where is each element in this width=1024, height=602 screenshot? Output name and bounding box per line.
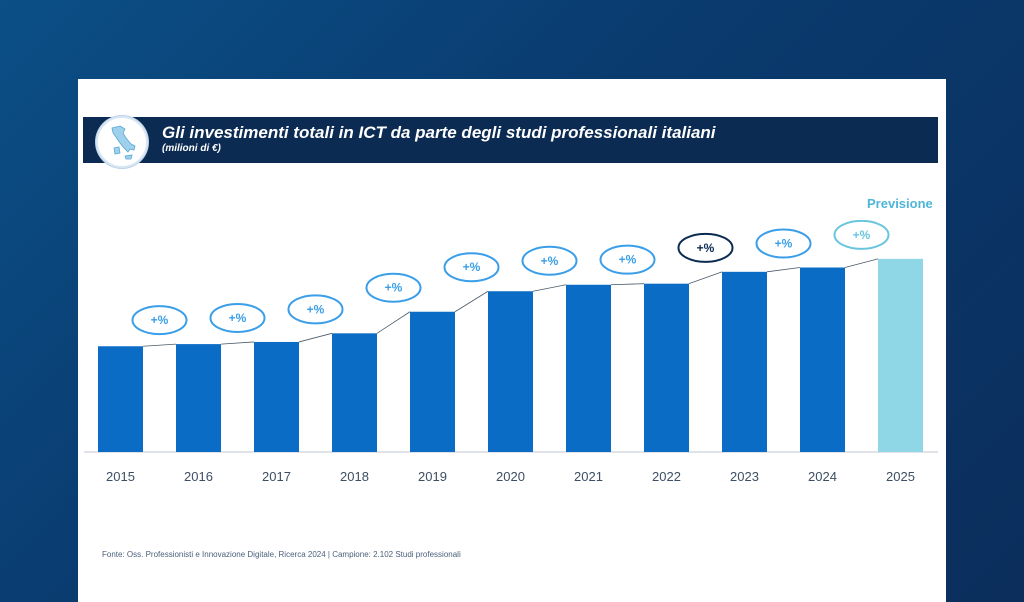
growth-label-2018: +%: [307, 302, 325, 316]
x-tick-label: 2024: [808, 469, 837, 484]
x-tick-label: 2023: [730, 469, 759, 484]
connector-line: [220, 341, 255, 345]
x-tick-label: 2018: [340, 469, 369, 484]
growth-label-2021: +%: [541, 254, 559, 268]
bar-2023: [722, 271, 767, 452]
bar-2021: [566, 284, 611, 452]
bar-chart: 2015 2016 2017 2018 2019 2020 2021 2022 2023 2024…: [84, 219, 938, 484]
growth-label-2020: +%: [463, 260, 481, 274]
growth-label-2016: +%: [151, 313, 169, 327]
x-tick-label: 2025: [886, 469, 915, 484]
bar-2018: [332, 333, 377, 452]
x-tick-label: 2020: [496, 469, 525, 484]
growth-bubble-2021: [521, 245, 578, 276]
connector-line: [610, 283, 645, 286]
bar-2016: [176, 344, 221, 452]
growth-label-2023: +%: [697, 241, 715, 255]
bar-2020: [488, 291, 533, 452]
x-tick-label: 2019: [418, 469, 447, 484]
chart-subtitle: (milioni di €): [162, 143, 221, 154]
connector-line: [298, 332, 333, 343]
connector-line: [688, 271, 723, 285]
connector-line: [766, 267, 801, 273]
growth-label-2025: +%: [853, 228, 871, 242]
bar-2022: [644, 283, 689, 452]
growth-label-2017: +%: [229, 311, 247, 325]
chart-title: Gli investimenti totali in ICT da parte …: [162, 123, 716, 142]
connector-line: [532, 284, 567, 292]
growth-label-2024: +%: [775, 237, 793, 251]
bar-2019: [410, 311, 455, 452]
bar-2015: [98, 346, 143, 452]
connector-line: [142, 343, 177, 347]
connector-line: [376, 311, 411, 334]
bar-2025: [878, 258, 923, 452]
source-note: Fonte: Oss. Professionisti e Innovazione…: [102, 550, 461, 559]
slide: Gli investimenti totali in ICT da parte …: [78, 79, 946, 602]
forecast-label: Previsione: [867, 196, 933, 211]
title-bar: [83, 117, 938, 163]
growth-label-2022: +%: [619, 253, 637, 267]
bar-2024: [800, 267, 845, 452]
growth-bubble-2022: [599, 244, 656, 275]
growth-bubble-2024: [755, 228, 812, 259]
x-tick-label: 2017: [262, 469, 291, 484]
growth-label-2019: +%: [385, 281, 403, 295]
bar-2017: [254, 341, 299, 452]
x-tick-label: 2016: [184, 469, 213, 484]
growth-bubble-2016: [131, 305, 188, 336]
italy-map-icon: [96, 116, 148, 168]
x-tick-label: 2021: [574, 469, 603, 484]
growth-bubble-2017: [209, 302, 266, 333]
growth-bubble-2025: [833, 219, 890, 250]
growth-bubble-2023: [677, 232, 734, 263]
connector-line: [454, 290, 489, 313]
x-tick-label: 2015: [106, 469, 135, 484]
growth-bubble-2019: [365, 272, 422, 303]
growth-bubble-2018: [287, 294, 344, 325]
x-tick-label: 2022: [652, 469, 681, 484]
connector-line: [844, 258, 879, 268]
growth-bubble-2020: [443, 252, 500, 283]
